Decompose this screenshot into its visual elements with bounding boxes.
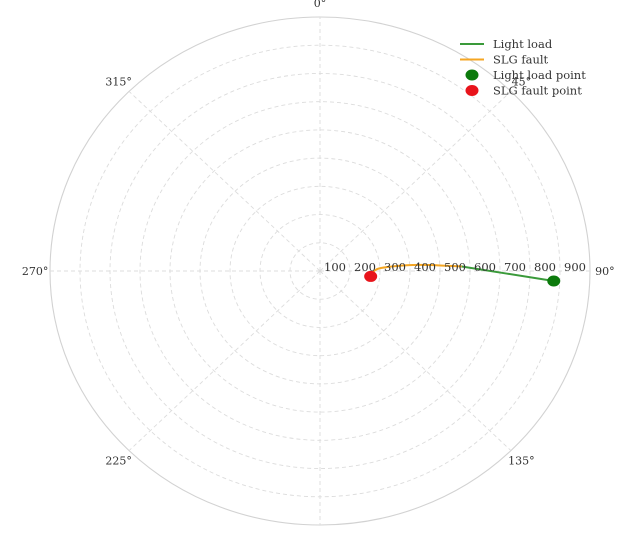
radial-tick-label: 400 xyxy=(414,260,436,274)
angle-labels: 0° 45° 90° 135° 180° 225° 270° 315° xyxy=(22,0,615,534)
radial-tick-label: 700 xyxy=(504,260,526,274)
angle-tick-label: 225° xyxy=(105,454,132,467)
angle-tick-label: 270° xyxy=(22,265,49,278)
angle-tick-label: 315° xyxy=(105,76,132,89)
angle-tick-label: 135° xyxy=(508,454,535,467)
series-points xyxy=(364,270,561,287)
radial-tick-label: 500 xyxy=(444,260,466,274)
series-point xyxy=(364,270,378,282)
legend-swatch xyxy=(465,69,479,81)
legend-label: Light load point xyxy=(493,68,586,82)
series-line xyxy=(369,263,462,278)
legend-label: SLG fault xyxy=(493,53,549,67)
legend-label: SLG fault point xyxy=(493,84,582,98)
radial-tick-label: 300 xyxy=(384,260,406,274)
grid-spoke xyxy=(128,270,321,451)
legend-label: Light load xyxy=(493,37,553,51)
polar-grid xyxy=(49,16,591,526)
radial-tick-label: 600 xyxy=(474,260,496,274)
series-point xyxy=(547,275,561,287)
angle-tick-label: 0° xyxy=(314,0,327,10)
legend-swatch xyxy=(465,85,479,96)
radial-tick-label: 200 xyxy=(354,260,376,274)
radial-tick-label: 900 xyxy=(564,260,586,274)
radial-tick-label: 800 xyxy=(534,260,556,274)
grid-spoke xyxy=(319,91,512,272)
angle-tick-label: 90° xyxy=(595,265,615,278)
radial-tick-label: 100 xyxy=(324,260,346,274)
angle-tick-label: 45° xyxy=(512,76,532,89)
radial-labels: 100 200 300 400 500 600 700 800 900 xyxy=(324,260,586,274)
angle-tick-label: 180° xyxy=(307,533,334,534)
grid-spoke xyxy=(319,270,512,451)
grid-spoke xyxy=(128,91,321,272)
